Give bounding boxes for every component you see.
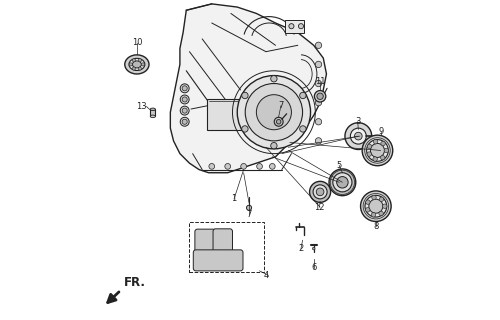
Ellipse shape [379, 211, 384, 216]
Ellipse shape [180, 84, 189, 93]
Text: 1: 1 [232, 194, 236, 204]
Ellipse shape [238, 76, 310, 149]
Ellipse shape [300, 92, 306, 99]
Ellipse shape [132, 67, 136, 70]
Ellipse shape [182, 108, 187, 113]
Ellipse shape [270, 164, 275, 169]
FancyBboxPatch shape [194, 250, 243, 271]
Text: 7: 7 [278, 101, 283, 110]
Text: 7: 7 [246, 210, 252, 219]
Ellipse shape [209, 164, 214, 169]
Ellipse shape [316, 119, 322, 125]
Ellipse shape [245, 84, 302, 141]
Ellipse shape [382, 204, 387, 208]
Bar [285, 20, 304, 33]
Ellipse shape [132, 59, 136, 62]
Text: 3: 3 [355, 117, 360, 126]
Text: 10: 10 [132, 38, 142, 47]
Ellipse shape [350, 128, 366, 144]
Ellipse shape [270, 76, 277, 82]
Ellipse shape [372, 195, 376, 200]
Ellipse shape [241, 164, 246, 169]
Ellipse shape [367, 152, 372, 156]
Ellipse shape [329, 169, 356, 196]
Ellipse shape [129, 58, 145, 70]
Ellipse shape [256, 95, 292, 130]
Ellipse shape [182, 86, 187, 91]
Ellipse shape [138, 59, 141, 62]
Ellipse shape [142, 63, 144, 66]
Ellipse shape [366, 208, 370, 212]
Ellipse shape [360, 191, 391, 221]
Ellipse shape [310, 181, 330, 202]
Ellipse shape [316, 80, 322, 87]
Ellipse shape [317, 93, 324, 100]
Ellipse shape [138, 67, 141, 70]
Ellipse shape [336, 177, 348, 188]
Ellipse shape [129, 63, 132, 66]
Ellipse shape [316, 188, 324, 196]
Ellipse shape [182, 119, 187, 124]
Text: 12: 12 [314, 203, 324, 212]
Ellipse shape [381, 141, 386, 146]
Ellipse shape [150, 115, 156, 118]
Ellipse shape [300, 126, 306, 132]
Text: 4: 4 [263, 271, 268, 280]
Ellipse shape [366, 200, 370, 204]
Ellipse shape [379, 197, 384, 202]
Ellipse shape [246, 205, 252, 210]
Ellipse shape [370, 143, 384, 157]
Ellipse shape [274, 117, 283, 126]
Ellipse shape [182, 97, 187, 102]
Ellipse shape [345, 123, 372, 149]
Text: 6: 6 [311, 263, 316, 272]
Ellipse shape [313, 185, 327, 199]
FancyBboxPatch shape [195, 229, 216, 253]
Ellipse shape [316, 61, 322, 68]
Text: 11: 11 [315, 77, 326, 86]
Ellipse shape [242, 126, 248, 132]
Text: 9: 9 [378, 127, 384, 136]
Ellipse shape [373, 157, 378, 161]
Ellipse shape [298, 24, 304, 29]
Polygon shape [170, 4, 326, 173]
Ellipse shape [242, 92, 248, 99]
Ellipse shape [276, 120, 281, 124]
Ellipse shape [270, 142, 277, 149]
Text: FR.: FR. [124, 276, 146, 289]
Ellipse shape [374, 140, 378, 144]
Ellipse shape [180, 106, 189, 115]
Ellipse shape [369, 199, 383, 213]
Ellipse shape [256, 164, 262, 169]
Ellipse shape [125, 55, 149, 74]
Ellipse shape [362, 135, 392, 166]
Ellipse shape [289, 24, 294, 29]
Ellipse shape [314, 91, 326, 102]
Ellipse shape [380, 156, 385, 160]
Text: 5: 5 [336, 161, 342, 170]
Text: 8: 8 [373, 222, 378, 231]
Ellipse shape [366, 140, 388, 161]
FancyBboxPatch shape [213, 229, 233, 252]
Ellipse shape [384, 148, 388, 153]
Bar [207, 100, 244, 130]
Ellipse shape [312, 247, 315, 250]
Ellipse shape [372, 212, 376, 217]
Ellipse shape [225, 164, 230, 169]
Ellipse shape [316, 138, 322, 144]
Ellipse shape [368, 144, 372, 148]
Bar [150, 109, 156, 116]
Ellipse shape [333, 173, 352, 192]
Ellipse shape [180, 117, 189, 126]
Ellipse shape [365, 196, 386, 217]
Ellipse shape [316, 42, 322, 49]
Bar [190, 222, 264, 271]
Text: 2: 2 [298, 244, 304, 253]
Ellipse shape [150, 108, 156, 111]
Ellipse shape [316, 100, 322, 106]
Ellipse shape [132, 61, 141, 68]
Ellipse shape [354, 132, 362, 140]
Ellipse shape [180, 95, 189, 104]
Text: 13: 13 [136, 102, 146, 111]
